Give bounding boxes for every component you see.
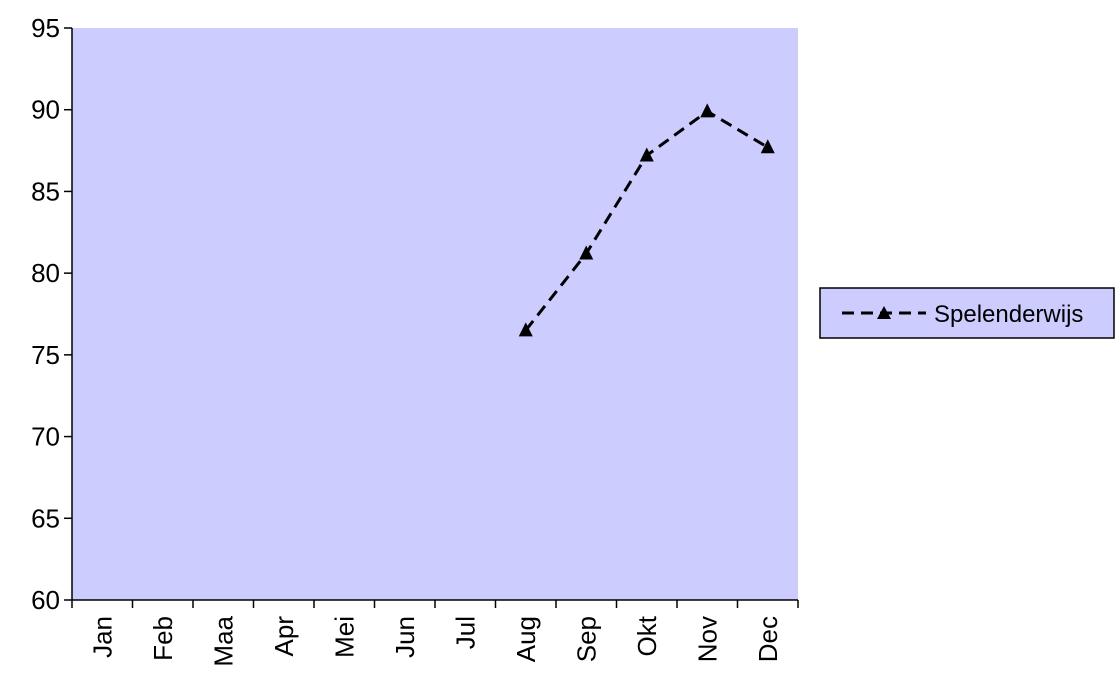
y-axis-ticks: 60 65 70 75 80 85 90 95: [31, 13, 72, 615]
x-tick-label: Mei: [329, 616, 359, 658]
series-layer: [518, 103, 775, 337]
x-axis-ticks: Jan Feb Maa Apr Mei Jun Jul Aug Sep Okt Nov Dec: [71, 600, 799, 667]
x-tick-label: Nov: [692, 616, 722, 662]
x-tick-label: Jul: [450, 616, 480, 649]
y-tick-label: 85: [31, 176, 60, 206]
y-tick-label: 60: [31, 585, 60, 615]
y-tick-label: 75: [31, 340, 60, 370]
data-point-triangle: [518, 322, 533, 337]
y-tick-label: 95: [31, 13, 60, 43]
legend: Spelenderwijs: [819, 287, 1115, 339]
legend-label: Spelenderwijs: [934, 301, 1083, 328]
data-point-triangle: [760, 139, 775, 154]
x-tick-label: Apr: [269, 616, 299, 657]
y-tick-label: 80: [31, 258, 60, 288]
y-tick-label: 70: [31, 422, 60, 452]
plot-area: [72, 28, 798, 600]
x-tick-label: Dec: [753, 616, 783, 662]
y-tick-label: 65: [31, 503, 60, 533]
x-tick-label: Jan: [87, 616, 117, 658]
x-tick-label: Jun: [390, 616, 420, 658]
legend-marker-triangle: [877, 306, 891, 319]
x-tick-label: Feb: [148, 616, 178, 661]
data-point-triangle: [639, 147, 654, 162]
x-tick-label: Sep: [571, 616, 601, 662]
x-tick-label: Okt: [632, 615, 662, 656]
x-tick-label: Aug: [511, 616, 541, 662]
y-tick-label: 90: [31, 95, 60, 125]
data-point-triangle: [579, 245, 594, 260]
data-point-triangle: [700, 103, 715, 118]
x-tick-label: Maa: [208, 615, 238, 666]
